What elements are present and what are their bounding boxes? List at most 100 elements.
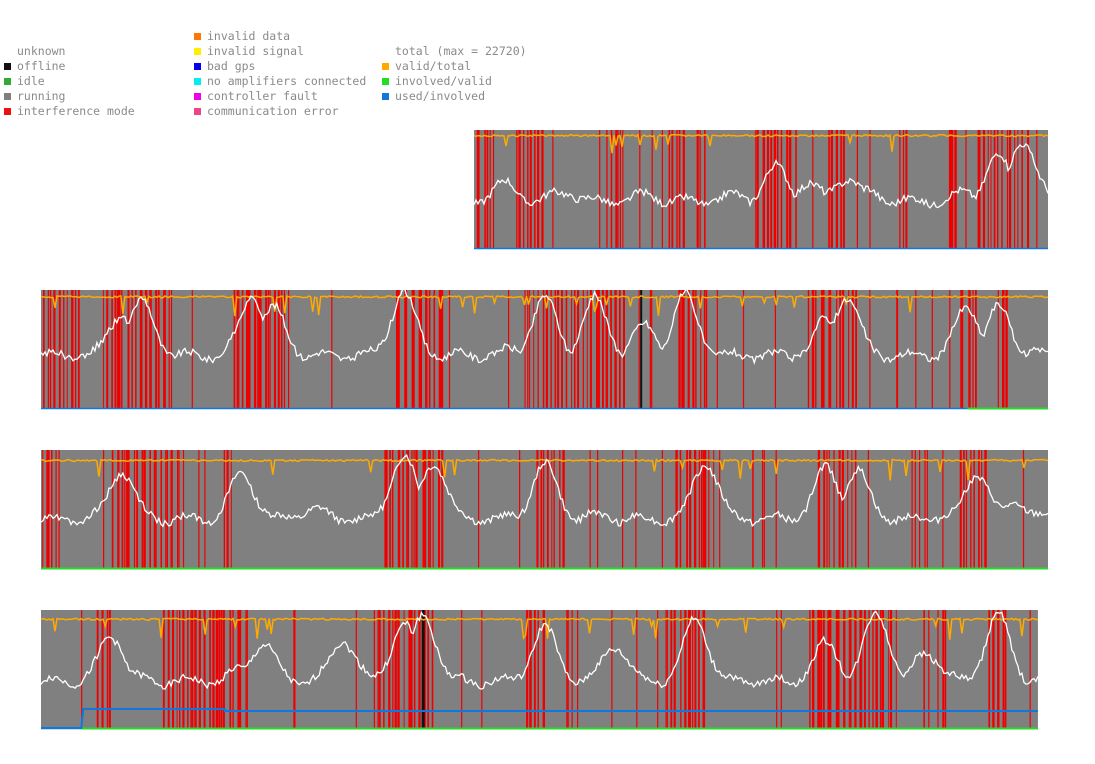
interference-bar	[673, 610, 676, 729]
interference-bar	[589, 450, 591, 569]
interference-bar	[708, 450, 710, 569]
interference-bar	[74, 290, 77, 409]
interference-bar	[606, 130, 608, 249]
interference-bar	[167, 610, 170, 729]
interference-bar	[623, 290, 625, 409]
interference-bar	[678, 130, 681, 249]
interference-bar	[441, 450, 444, 569]
legend-label: interference mode	[17, 104, 135, 118]
valid-total-line	[40, 617, 1038, 640]
legend-swatch	[194, 108, 201, 115]
legend-item: involved/valid	[382, 74, 527, 89]
interference-bar	[812, 130, 814, 249]
interference-bar	[384, 450, 387, 569]
legend-swatch	[4, 93, 11, 100]
interference-bar	[277, 290, 280, 409]
interference-bar	[1002, 610, 1005, 729]
legend-item: idle	[4, 74, 135, 89]
interference-bar	[605, 290, 608, 409]
interference-bar	[855, 290, 857, 409]
interference-bar	[534, 610, 536, 729]
total-line	[473, 142, 1049, 209]
interference-bar	[818, 450, 820, 569]
interference-bar	[519, 450, 521, 569]
interference-bar	[610, 290, 612, 409]
interference-bar	[949, 290, 951, 409]
interference-bar	[127, 450, 130, 569]
interference-bar	[166, 450, 168, 569]
interference-bar	[617, 130, 619, 249]
interference-bar	[106, 610, 109, 729]
interference-bar	[413, 450, 415, 569]
interference-bar	[780, 130, 783, 249]
interference-bar	[684, 610, 687, 729]
legend-status: unknown offline idle running interference mo…	[4, 44, 135, 119]
interference-bar	[635, 450, 637, 569]
interference-bar	[589, 290, 592, 409]
interference-bar	[388, 610, 391, 729]
interference-bar	[550, 290, 552, 409]
interference-bar	[114, 290, 117, 409]
interference-bar	[529, 290, 531, 409]
interference-bar	[419, 610, 421, 729]
interference-bar	[55, 450, 57, 569]
interference-bar	[982, 130, 986, 249]
interference-bar	[1021, 130, 1023, 249]
interference-bar	[141, 290, 143, 409]
interference-bar	[954, 130, 957, 249]
interference-bar	[928, 610, 930, 729]
legend-label: invalid data	[207, 29, 291, 43]
interference-bar	[1022, 450, 1025, 569]
interference-bar	[127, 290, 130, 409]
interference-bar	[280, 290, 283, 409]
interference-bar	[553, 450, 555, 569]
interference-bar	[661, 130, 663, 249]
legend-item: invalid signal	[194, 44, 366, 59]
legend-label: bad gps	[207, 59, 256, 73]
interference-bar	[997, 610, 1000, 729]
interference-bar	[461, 610, 463, 729]
interference-bar	[610, 130, 613, 249]
interference-bar	[975, 290, 977, 409]
legend-item: communication error	[194, 104, 366, 119]
legend-swatch	[382, 63, 389, 70]
interference-bar	[703, 450, 707, 569]
interference-bar	[396, 610, 398, 729]
legend-item: total (max = 22720)	[382, 44, 527, 59]
interference-bar	[842, 290, 845, 409]
interference-bar	[990, 130, 992, 249]
interference-bar	[973, 450, 975, 569]
interference-bar	[854, 450, 857, 569]
interference-bar	[867, 450, 869, 569]
interference-bar	[418, 610, 420, 729]
interference-bar	[402, 450, 404, 569]
interference-bar	[537, 290, 539, 409]
interference-bar	[1029, 610, 1031, 729]
legend-swatch	[4, 78, 11, 85]
interference-bar	[398, 290, 400, 409]
interference-bar	[529, 610, 532, 729]
interference-bar	[408, 610, 411, 729]
interference-bar	[1017, 130, 1019, 249]
interference-bar	[842, 130, 845, 249]
interference-bar	[815, 290, 817, 409]
interference-bar	[96, 610, 99, 729]
interference-bar	[394, 610, 397, 729]
interference-bar	[694, 610, 697, 729]
interference-bar	[657, 610, 659, 729]
interference-bar	[890, 610, 893, 729]
interference-bar	[692, 610, 694, 729]
interference-bar	[902, 130, 905, 249]
interference-bar	[1008, 130, 1012, 249]
interference-bar	[766, 130, 770, 249]
interference-bar	[899, 130, 901, 249]
interference-bar	[882, 610, 884, 729]
legend-label: used/involved	[395, 89, 486, 103]
interference-bar	[619, 130, 621, 249]
interference-bar	[109, 610, 111, 729]
interference-bar	[567, 610, 569, 729]
interference-bar	[239, 610, 242, 729]
interference-bar	[879, 610, 882, 729]
interference-bar	[574, 290, 576, 409]
